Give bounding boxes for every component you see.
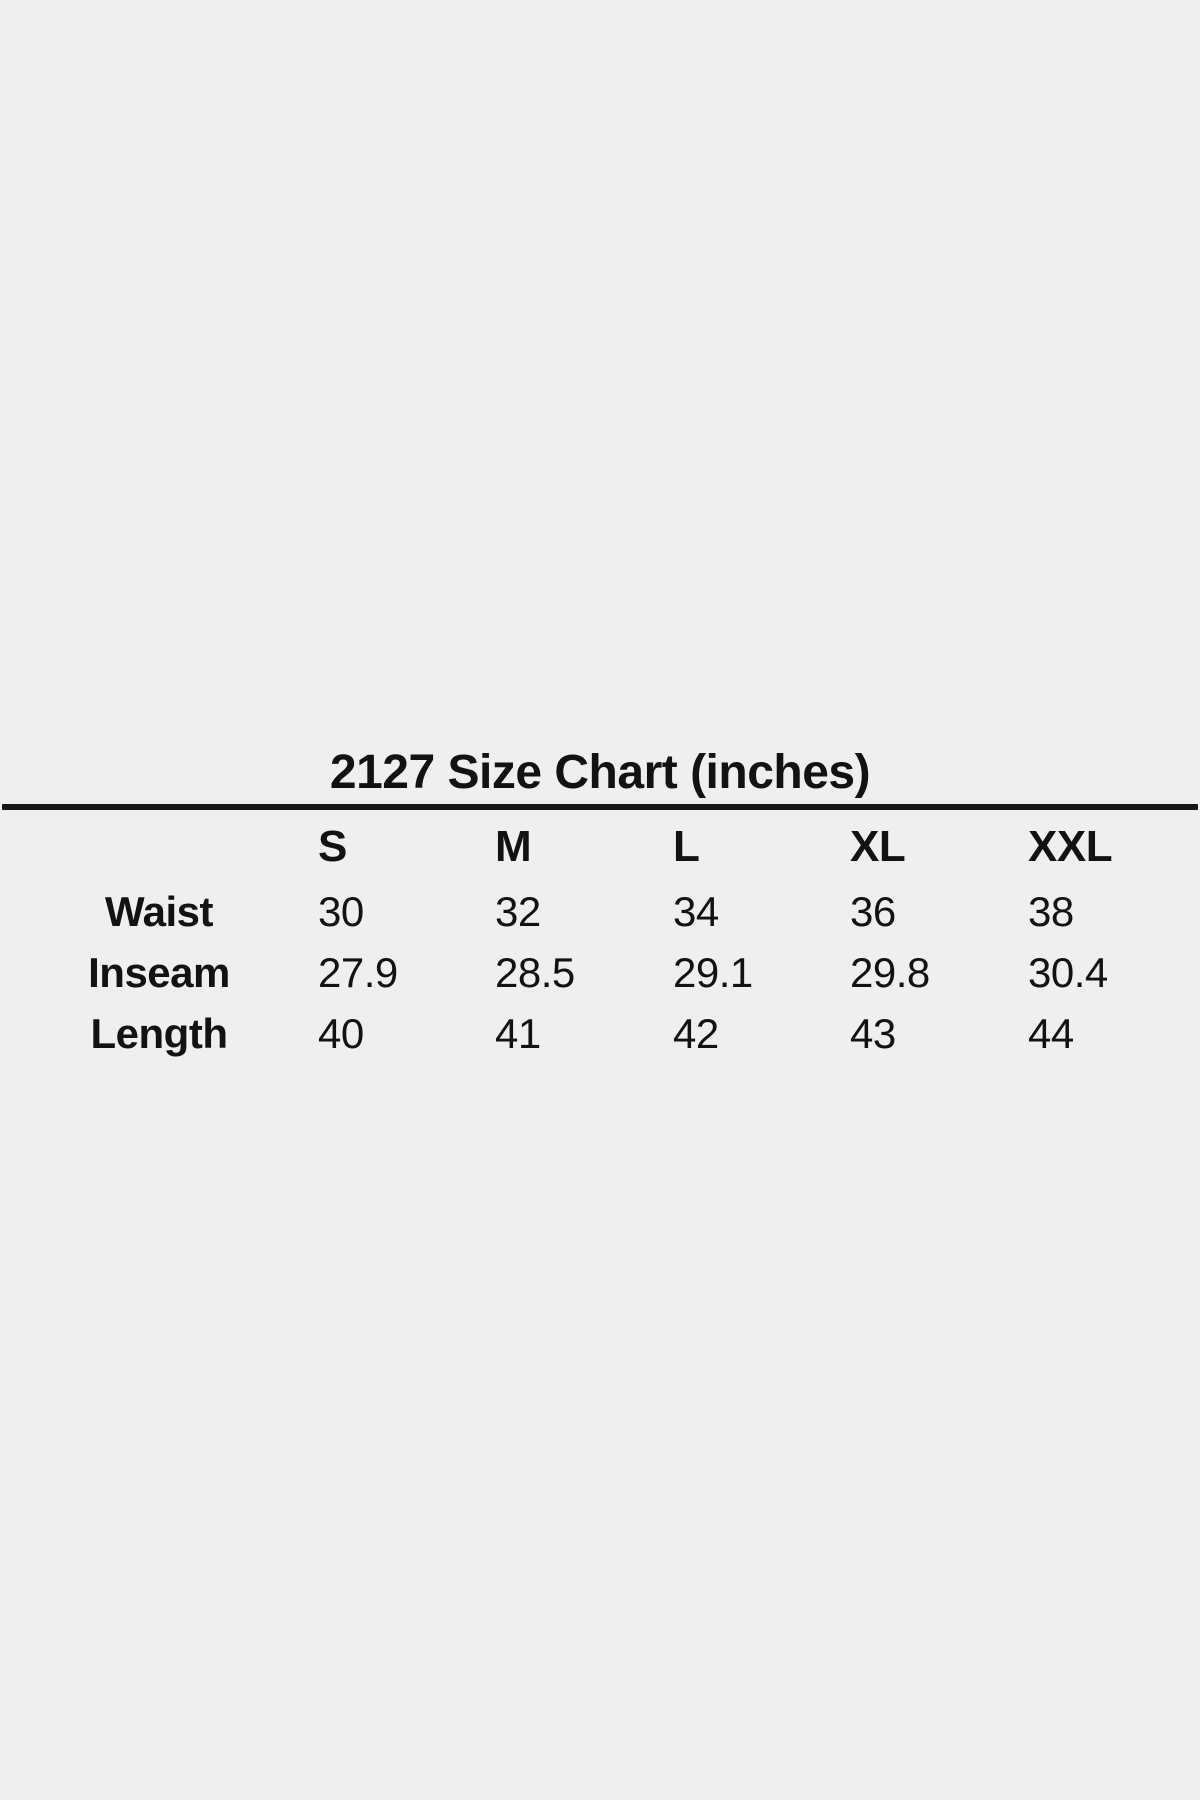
row-label-length: Length — [90, 1009, 228, 1057]
waist-value-l: 34 — [673, 887, 719, 935]
inseam-value-xl: 29.8 — [850, 948, 930, 996]
row-label-waist: Waist — [105, 887, 213, 935]
waist-value-s: 30 — [318, 887, 364, 935]
size-header-s: S — [318, 822, 347, 871]
waist-value-m: 32 — [495, 887, 541, 935]
corner-cell — [0, 813, 318, 881]
length-value-xxl: 44 — [1028, 1009, 1074, 1057]
title-divider — [2, 804, 1198, 810]
length-value-s: 40 — [318, 1009, 364, 1057]
row-label-inseam: Inseam — [88, 948, 230, 996]
size-header-xxl: XXL — [1028, 822, 1113, 871]
length-value-l: 42 — [673, 1009, 719, 1057]
inseam-value-s: 27.9 — [318, 948, 398, 996]
size-table: S M L XL XXL Waist 30 32 34 36 38 Inseam… — [0, 813, 1200, 1064]
inseam-value-l: 29.1 — [673, 948, 753, 996]
chart-title: 2127 Size Chart (inches) — [329, 746, 871, 799]
waist-value-xl: 36 — [850, 887, 896, 935]
size-header-l: L — [673, 822, 700, 871]
inseam-value-m: 28.5 — [495, 948, 575, 996]
length-value-xl: 43 — [850, 1009, 896, 1057]
size-header-xl: XL — [850, 822, 906, 871]
waist-value-xxl: 38 — [1028, 887, 1074, 935]
length-value-m: 41 — [495, 1009, 541, 1057]
inseam-value-xxl: 30.4 — [1028, 948, 1108, 996]
size-header-m: M — [495, 822, 532, 871]
